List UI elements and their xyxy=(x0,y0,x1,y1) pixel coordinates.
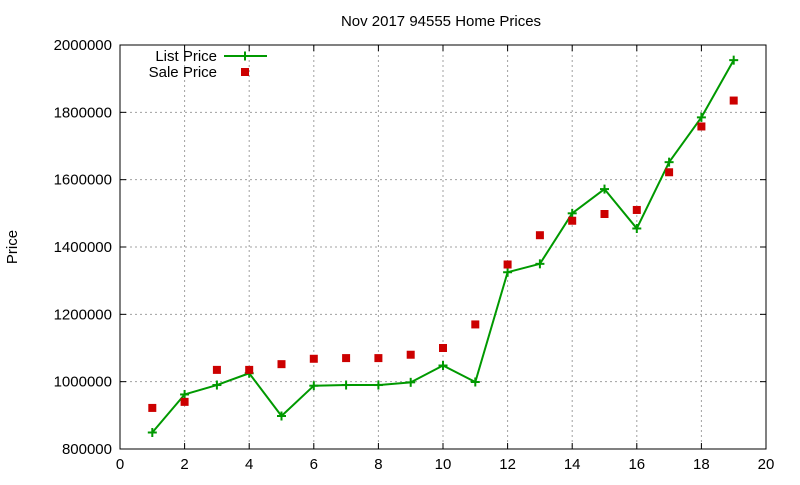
list-price-point xyxy=(535,259,545,269)
sale-price-point xyxy=(374,354,383,363)
list-price-point xyxy=(438,361,448,371)
sale-price-point xyxy=(277,360,286,369)
list-price-point xyxy=(309,381,319,391)
list-price-point xyxy=(632,223,642,233)
list-price-point xyxy=(147,428,157,438)
sale-price-point xyxy=(535,231,544,240)
list-price-point xyxy=(567,208,577,218)
sale-price-point xyxy=(697,122,706,131)
x-tick-label: 8 xyxy=(374,456,382,473)
sale-price-point xyxy=(665,168,674,177)
sale-price-point xyxy=(439,344,447,352)
sale-price-point xyxy=(632,205,641,214)
list-price-point xyxy=(277,411,286,421)
sale-price-point xyxy=(406,350,415,359)
x-tick-label: 12 xyxy=(499,456,516,473)
series-layer xyxy=(147,55,739,438)
y-tick-label: 1000000 xyxy=(54,374,112,391)
sale-price-point xyxy=(148,403,157,412)
list-price-point xyxy=(600,184,609,194)
y-tick-label: 800000 xyxy=(62,441,112,458)
x-tick-label: 6 xyxy=(310,456,318,473)
sale-price-point xyxy=(503,260,512,269)
list-price-point xyxy=(664,157,674,167)
list-price-point xyxy=(180,389,190,399)
sale-price-point xyxy=(471,320,480,329)
y-tick-label: 1600000 xyxy=(54,172,112,189)
legend-label-list-price: List Price xyxy=(155,48,217,65)
list-price-point xyxy=(729,55,739,65)
sale-price-point xyxy=(212,365,221,374)
sale-price-point xyxy=(342,354,351,363)
x-tick-label: 4 xyxy=(245,456,253,473)
list-price-point xyxy=(341,380,351,390)
sale-price-point xyxy=(729,96,738,105)
list-price-point xyxy=(696,112,706,122)
legend-marker-sale-price xyxy=(241,68,249,76)
x-tick-label: 2 xyxy=(180,456,188,473)
x-tick-label: 16 xyxy=(628,456,645,473)
x-tick-label: 18 xyxy=(693,456,710,473)
x-tick-label: 0 xyxy=(116,456,124,473)
y-tick-label: 1200000 xyxy=(54,306,112,323)
sale-price-point xyxy=(568,216,577,225)
y-tick-label: 1400000 xyxy=(54,239,112,256)
sale-price-point xyxy=(600,210,609,219)
sale-price-point xyxy=(245,365,254,374)
list-price-point xyxy=(470,377,480,387)
x-tick-label: 10 xyxy=(435,456,452,473)
chart-title: Nov 2017 94555 Home Prices xyxy=(341,13,541,30)
legend-label-sale-price: Sale Price xyxy=(149,64,217,81)
sale-price-point xyxy=(309,354,318,363)
sale-price-point xyxy=(180,397,189,406)
list-price-point xyxy=(212,380,222,390)
y-axis-label: Price xyxy=(4,230,21,264)
list-price-point xyxy=(406,377,416,387)
legend-marker-list-price xyxy=(240,51,250,61)
x-tick-label: 20 xyxy=(758,456,775,473)
y-tick-label: 1800000 xyxy=(54,104,112,121)
axis-ticks: 0 2 4 6 8 10 12 14 16 18 20 800000 1000000 1200000 140… xyxy=(54,37,775,473)
legend: List Price Sale Price xyxy=(149,48,267,81)
x-tick-label: 14 xyxy=(564,456,581,473)
y-tick-label: 2000000 xyxy=(54,37,112,54)
series-sale-price xyxy=(148,96,738,412)
legend-swatches xyxy=(224,51,267,76)
list-price-point xyxy=(373,380,383,390)
list-price-point xyxy=(503,267,513,277)
